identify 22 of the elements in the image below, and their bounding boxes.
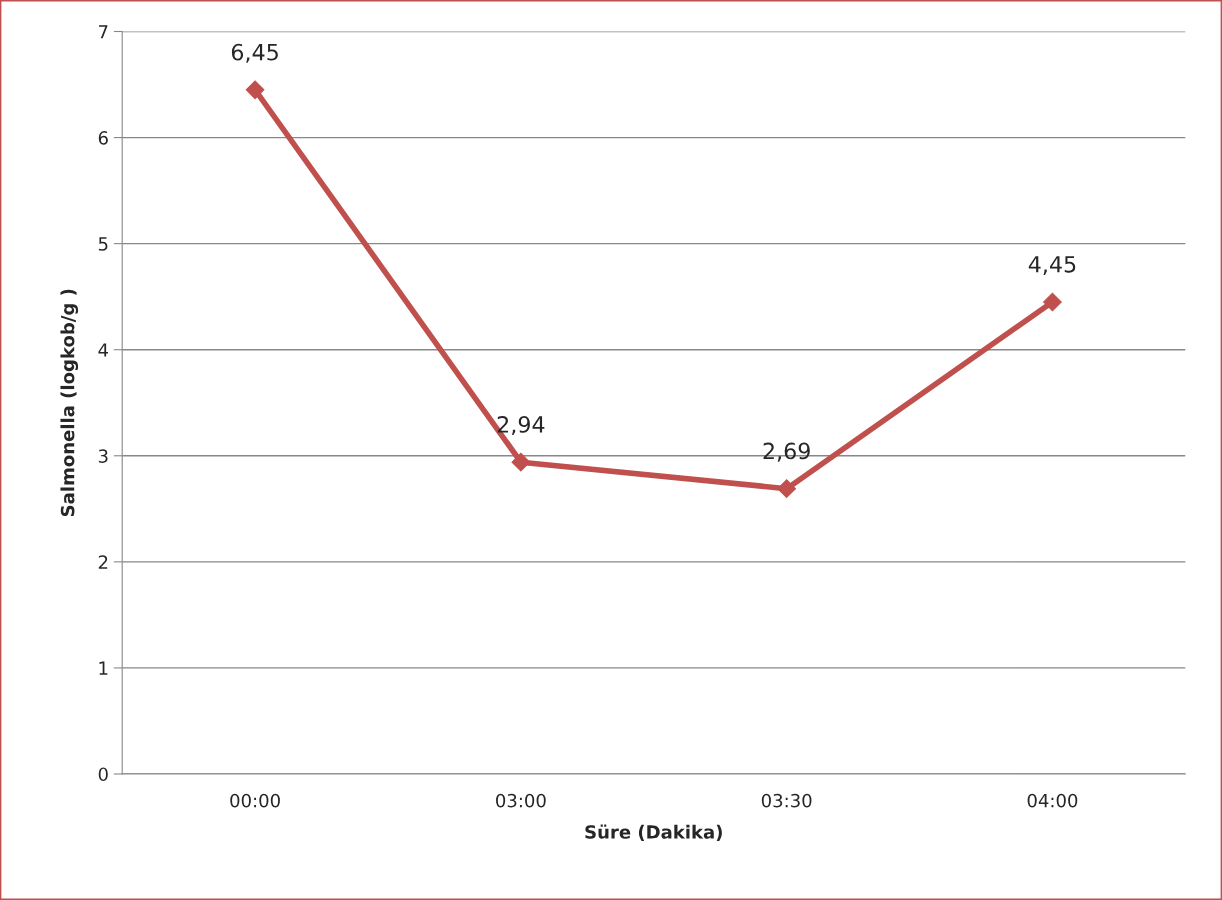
x-tick-label: 00:00	[230, 793, 280, 808]
y-tick-label: 5	[98, 237, 108, 251]
data-label: 2,94	[497, 416, 545, 436]
y-tick-label: 7	[99, 25, 108, 39]
y-tick-label: 0	[98, 767, 108, 782]
data-label: 2,69	[763, 442, 810, 462]
x-tick-label: 03:30	[761, 793, 812, 808]
y-tick-label: 6	[98, 131, 108, 145]
point	[777, 479, 797, 499]
y-tick-label: 3	[98, 449, 108, 463]
y-axis-title: Salmonella (logkob/g )	[60, 289, 79, 517]
y-tick-label: 4	[98, 343, 108, 357]
y-tick-label: 2	[98, 555, 108, 569]
point	[245, 80, 265, 100]
point	[511, 452, 531, 472]
x-tick-label: 03:00	[496, 793, 546, 808]
y-tick-label: 1	[99, 661, 108, 675]
x-tick-label: 04:00	[1027, 793, 1078, 808]
data-label: 6,45	[231, 43, 278, 63]
x-axis-title: Süre (Dakika)	[585, 824, 722, 841]
data-label: 4,45	[1028, 256, 1076, 275]
point	[1043, 292, 1062, 312]
